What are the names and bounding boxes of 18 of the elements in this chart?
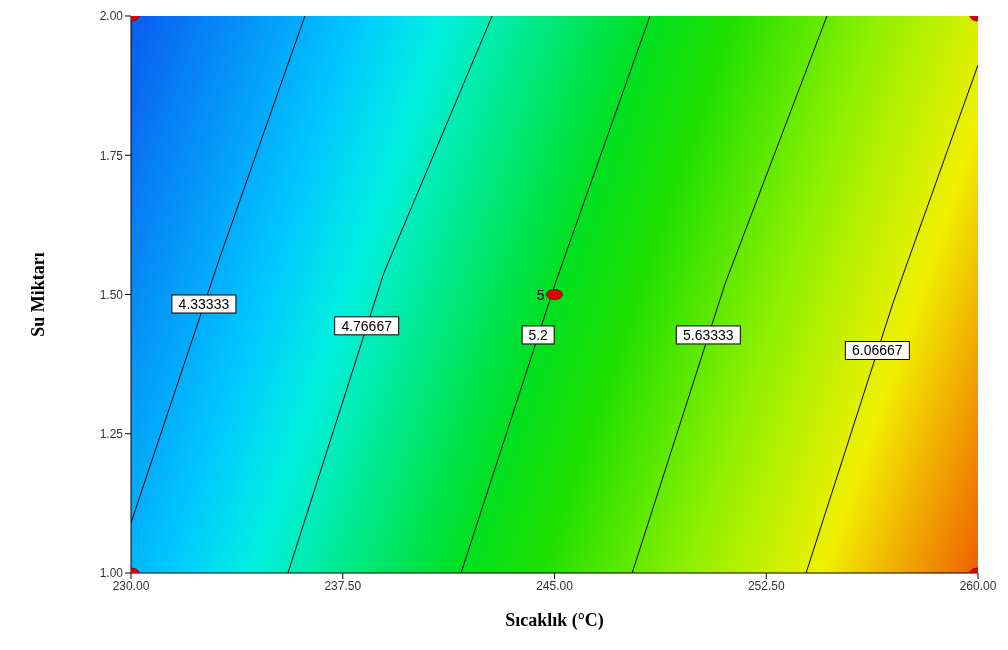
y-tick-label: 1.75 xyxy=(99,148,124,163)
series-label: 5.63333 xyxy=(683,326,734,343)
series-label: 4.76667 xyxy=(341,317,393,334)
annotation: 5 xyxy=(536,286,545,303)
x-axis-title: Sıcaklık (°C) xyxy=(505,610,604,631)
y-tick-label: 2.00 xyxy=(99,9,124,24)
series-label: 6.06667 xyxy=(852,342,903,359)
y-axis-title: Su Miktarı xyxy=(28,252,49,337)
series-label: 5.2 xyxy=(528,326,549,343)
x-tick-label: 260.00 xyxy=(959,578,997,593)
x-tick-label: 252.50 xyxy=(747,578,785,593)
y-tick-label: 1.50 xyxy=(99,287,124,302)
y-tick-label: 1.25 xyxy=(99,427,124,442)
x-tick-label: 230.00 xyxy=(112,578,150,593)
x-tick-label: 237.50 xyxy=(324,578,362,593)
x-tick-label: 245.00 xyxy=(536,578,574,593)
y-tick-label: 1.00 xyxy=(99,566,124,581)
series-label: 4.33333 xyxy=(178,296,230,313)
